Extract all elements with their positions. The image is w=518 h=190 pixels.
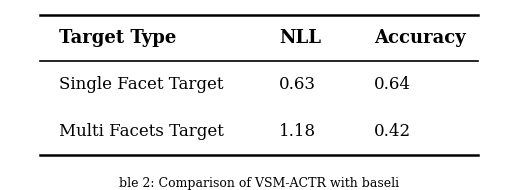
Text: ble 2: Comparison of VSM-ACTR with baseli: ble 2: Comparison of VSM-ACTR with basel… [119, 177, 399, 190]
